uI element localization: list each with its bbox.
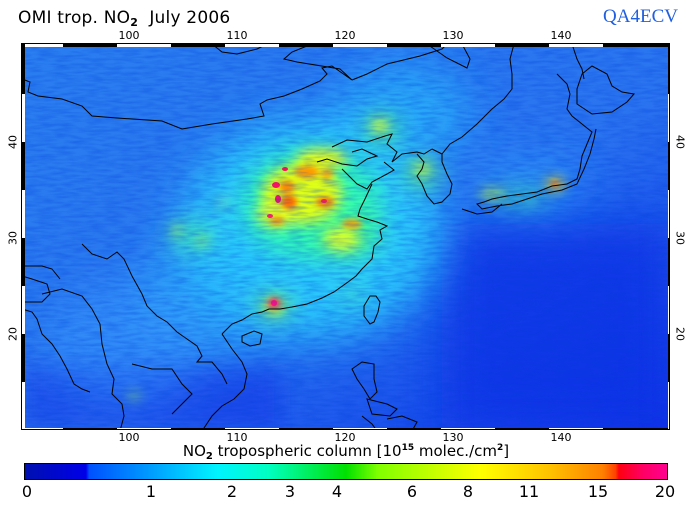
colorbar-tick: 8 bbox=[462, 482, 474, 501]
lat-tick-left: 30 bbox=[6, 231, 20, 245]
cb-label-part: NO bbox=[182, 442, 206, 460]
lon-tick-bottom: 140 bbox=[550, 431, 572, 444]
colorbar-tick: 20 bbox=[654, 482, 676, 501]
lon-tick-bottom: 130 bbox=[442, 431, 464, 444]
lat-tick-right: 30 bbox=[673, 231, 687, 245]
cb-label-part: molec./cm bbox=[414, 442, 497, 460]
lon-tick-top: 100 bbox=[118, 29, 140, 42]
colorbar-tick: 6 bbox=[406, 482, 418, 501]
cb-label-sup: 2 bbox=[497, 443, 504, 453]
lat-tick-left: 20 bbox=[6, 327, 20, 341]
lon-tick-top: 140 bbox=[550, 29, 572, 42]
title-text: OMI trop. NO bbox=[18, 8, 131, 28]
cb-label-part: tropospheric column [10 bbox=[212, 442, 402, 460]
colorbar-tick: 1 bbox=[145, 482, 157, 501]
colorbar-tick: 11 bbox=[518, 482, 540, 501]
cb-label-sup: 15 bbox=[401, 443, 415, 453]
lat-tick-right: 20 bbox=[673, 327, 687, 341]
brand-logo: QA4ECV bbox=[603, 6, 678, 27]
title-date: July 2006 bbox=[149, 8, 231, 28]
cb-label-part: ] bbox=[503, 442, 510, 460]
colorbar bbox=[24, 463, 668, 480]
lon-tick-bottom: 110 bbox=[226, 431, 248, 444]
no2-map bbox=[21, 43, 670, 430]
map-canvas bbox=[22, 44, 669, 429]
colorbar-tick: 15 bbox=[587, 482, 609, 501]
colorbar-tick: 3 bbox=[284, 482, 296, 501]
coastlines bbox=[22, 44, 635, 429]
lon-tick-top: 130 bbox=[442, 29, 464, 42]
cb-label-sub: 2 bbox=[205, 451, 213, 462]
lon-tick-bottom: 120 bbox=[334, 431, 356, 444]
colorbar-tick: 4 bbox=[331, 482, 343, 501]
lon-tick-bottom: 100 bbox=[118, 431, 140, 444]
lon-tick-top: 110 bbox=[226, 29, 248, 42]
map-title: OMI trop. NO2 July 2006 bbox=[18, 8, 230, 29]
graticule-bars bbox=[22, 44, 669, 429]
title-subscript: 2 bbox=[130, 16, 139, 29]
lon-tick-top: 120 bbox=[334, 29, 356, 42]
colorbar-tick: 2 bbox=[226, 482, 238, 501]
colorbar-tick: 0 bbox=[21, 482, 33, 501]
lat-tick-left: 40 bbox=[6, 135, 20, 149]
colorbar-label: NO2 tropospheric column [1015 molec./cm2… bbox=[0, 442, 692, 462]
lat-tick-right: 40 bbox=[673, 135, 687, 149]
